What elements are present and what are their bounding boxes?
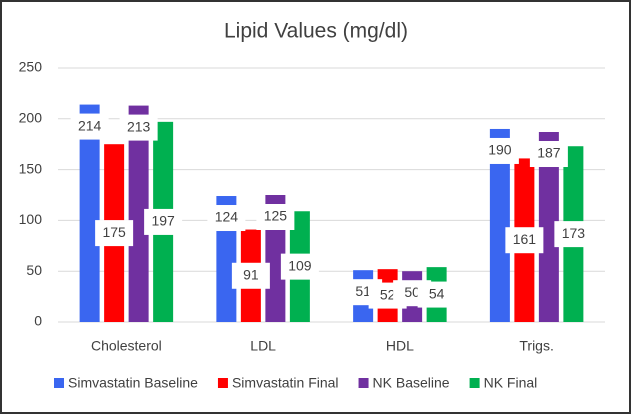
data-label: 173 (562, 225, 586, 241)
y-tick-label: 0 (34, 313, 42, 329)
bar (79, 104, 100, 323)
data-label-box (480, 137, 519, 164)
bar (128, 105, 149, 322)
x-tick-label: Trigs. (519, 338, 553, 354)
legend-swatch (54, 378, 64, 388)
data-label: 187 (537, 145, 561, 161)
data-label: 214 (78, 117, 102, 133)
data-label-box (144, 208, 183, 235)
data-label-box (231, 262, 270, 289)
data-label-box (554, 221, 593, 248)
data-label: 125 (264, 208, 288, 224)
legend-label: Simvastatin Final (232, 375, 339, 391)
legend-swatch (469, 378, 480, 388)
data-label-box (207, 205, 246, 232)
y-tick-label: 250 (19, 59, 43, 75)
data-label-box (505, 227, 544, 254)
legend-label: Simvastatin Baseline (68, 375, 198, 391)
data-label: 213 (127, 118, 151, 134)
data-label-box (417, 281, 456, 308)
legend-swatch (358, 378, 369, 388)
legend-swatch (217, 378, 228, 388)
bar (538, 132, 559, 322)
chart-title: Lipid Values (mg/dl) (224, 20, 408, 43)
data-label: 91 (243, 266, 259, 282)
legend-label: NK Baseline (373, 375, 450, 391)
x-tick-label: HDL (386, 338, 414, 354)
data-label: 50 (404, 284, 420, 300)
data-label: 175 (102, 224, 126, 240)
data-label-box (70, 113, 109, 140)
x-tick-label: Cholesterol (91, 338, 162, 354)
data-label: 124 (215, 209, 239, 225)
data-label-box (529, 141, 568, 168)
y-tick-label: 150 (19, 160, 43, 176)
data-label-box (119, 114, 158, 141)
data-label: 197 (151, 213, 175, 229)
data-label-box (95, 220, 134, 247)
y-tick-label: 200 (19, 110, 43, 126)
y-tick-label: 100 (19, 211, 43, 227)
bar (489, 128, 510, 322)
data-label: 51 (355, 283, 371, 299)
data-label: 52 (380, 286, 396, 302)
x-tick-label: LDL (250, 338, 276, 354)
data-label: 54 (429, 285, 445, 301)
data-label: 190 (488, 142, 512, 158)
data-label: 109 (288, 257, 312, 273)
legend-label: NK Final (484, 375, 538, 391)
data-label-box (256, 204, 295, 230)
y-tick-label: 50 (26, 262, 42, 278)
data-label-box (280, 253, 319, 280)
data-label: 161 (513, 231, 537, 247)
